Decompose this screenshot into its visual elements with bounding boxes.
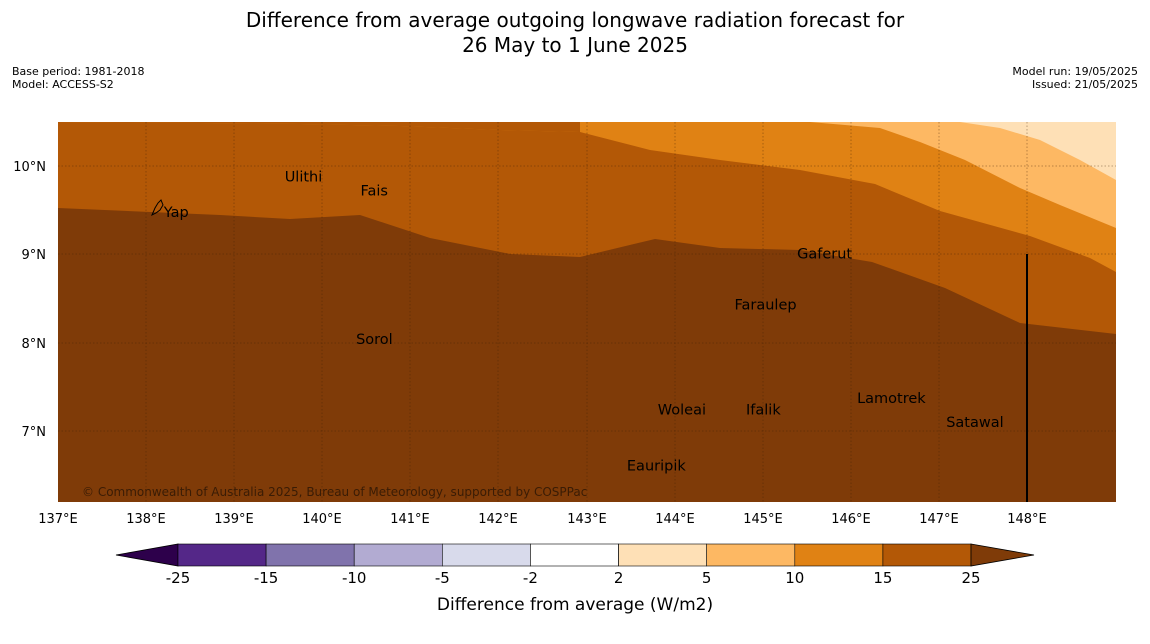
lat-tick-label: 8°N: [22, 337, 47, 352]
place-label-satawal: Satawal: [946, 415, 1003, 431]
colorbar-tick-label: 15: [873, 569, 892, 587]
colorbar-tick-label: -5: [435, 569, 450, 587]
place-label-lamotrek: Lamotrek: [857, 391, 926, 407]
colorbar-bin: [177, 543, 267, 567]
meta-right: Model run: 19/05/2025 Issued: 21/05/2025: [1012, 65, 1138, 91]
lon-tick-label: 146°E: [831, 512, 871, 527]
colorbar-tick-label: 25: [961, 569, 980, 587]
lon-tick-label: 140°E: [302, 512, 342, 527]
map-area: Yap Ulithi Fais Gaferut Faraulep Sorol Woleai I…: [58, 122, 1116, 502]
contour-band-5-10: [810, 122, 1116, 228]
colorbar-bin: [706, 543, 796, 567]
lon-tick-label: 147°E: [919, 512, 959, 527]
colorbar-tick-label: 10: [785, 569, 804, 587]
colorbar-bin: [530, 543, 619, 567]
place-labels: Yap Ulithi Fais Gaferut Faraulep Sorol Woleai I…: [163, 170, 1004, 475]
model-run: Model run: 19/05/2025: [1012, 65, 1138, 78]
colorbar-tick-label: -2: [523, 569, 538, 587]
lon-axis: 137°E 138°E 139°E 140°E 141°E 142°E 143°…: [38, 512, 1047, 527]
issued-date: Issued: 21/05/2025: [1031, 78, 1138, 91]
lon-tick-label: 138°E: [126, 512, 166, 527]
graticule: [58, 122, 1116, 502]
colorbar-tick-label: -25: [166, 569, 191, 587]
colorbar-tick-label: 5: [702, 569, 712, 587]
base-period: Base period: 1981-2018: [12, 65, 145, 78]
colorbar-bin: [265, 543, 355, 567]
colorbar-max-arrow: [970, 543, 1035, 567]
lon-tick-label: 145°E: [743, 512, 783, 527]
lat-tick-label: 9°N: [22, 248, 47, 263]
colorbar: -25 -15 -10 -5 -2 2 5 10 15 25 Difference from av…: [115, 543, 1035, 615]
lon-tick-label: 137°E: [38, 512, 78, 527]
contour-band-2-5: [960, 122, 1116, 180]
place-label-fais: Fais: [361, 184, 388, 200]
yap-island-shape: [151, 199, 164, 217]
colorbar-bin: [441, 543, 531, 567]
lon-tick-label: 142°E: [478, 512, 518, 527]
lat-tick-label: 7°N: [22, 425, 47, 440]
colorbar-bins: [177, 543, 972, 567]
model-name: Model: ACCESS-S2: [12, 78, 114, 91]
colorbar-tick-label: -10: [342, 569, 367, 587]
place-label-faraulep: Faraulep: [735, 298, 797, 314]
colorbar-bin: [882, 543, 972, 567]
place-label-eauripik: Eauripik: [627, 458, 686, 474]
lon-tick-label: 148°E: [1007, 512, 1047, 527]
colorbar-bin: [794, 543, 884, 567]
title-line-2: 26 May to 1 June 2025: [462, 33, 688, 57]
place-label-yap: Yap: [163, 205, 189, 221]
colorbar-tick-labels: -25 -15 -10 -5 -2 2 5 10 15 25: [166, 569, 981, 587]
map-title: Difference from average outgoing longwav…: [0, 8, 1150, 58]
lon-tick-label: 144°E: [655, 512, 695, 527]
colorbar-tick-label: 2: [614, 569, 624, 587]
place-label-woleai: Woleai: [658, 403, 706, 419]
colorbar-label: Difference from average (W/m2): [437, 595, 713, 615]
lat-tick-label: 10°N: [13, 160, 46, 175]
place-label-sorol: Sorol: [356, 332, 393, 348]
meta-left: Base period: 1981-2018 Model: ACCESS-S2: [12, 65, 144, 91]
contour-band-15-25-top: [58, 122, 580, 132]
lon-tick-label: 139°E: [214, 512, 254, 527]
lon-tick-label: 141°E: [390, 512, 430, 527]
contour-band-above-25: [58, 208, 1116, 502]
place-label-gaferut: Gaferut: [797, 246, 852, 262]
place-label-ulithi: Ulithi: [285, 170, 323, 186]
title-line-1: Difference from average outgoing longwav…: [245, 8, 905, 32]
colorbar-bin: [618, 543, 707, 567]
lon-tick-label: 143°E: [567, 512, 607, 527]
colorbar-min-arrow: [115, 543, 179, 567]
colorbar-tick-label: -15: [254, 569, 279, 587]
colorbar-bin: [353, 543, 443, 567]
lat-axis: 10°N 9°N 8°N 7°N: [13, 160, 46, 440]
copyright-notice: © Commonwealth of Australia 2025, Bureau…: [82, 485, 587, 499]
place-label-ifalik: Ifalik: [746, 403, 781, 419]
